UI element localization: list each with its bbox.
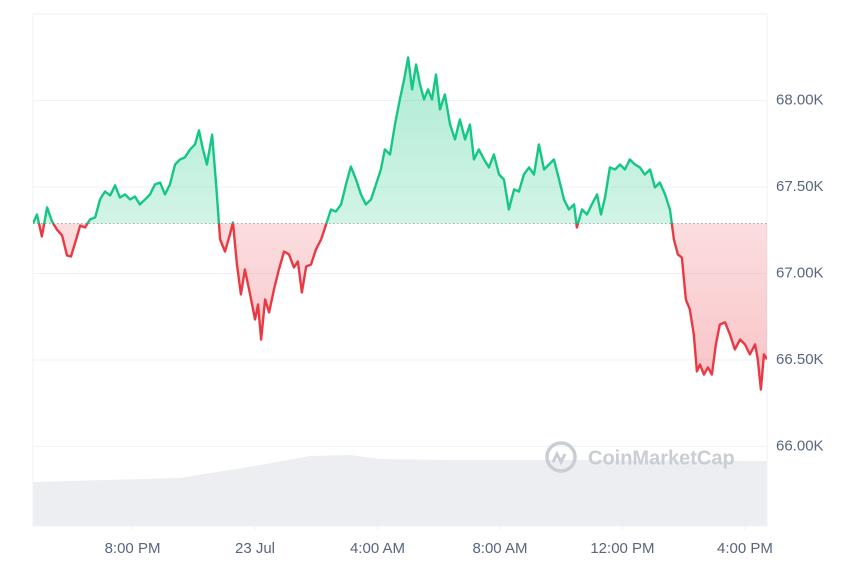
area-down bbox=[38, 223, 767, 390]
watermark-logo bbox=[545, 441, 577, 473]
volume-area bbox=[33, 455, 767, 526]
x-tick-label: 4:00 AM bbox=[350, 540, 405, 557]
x-tick-label: 8:00 PM bbox=[105, 540, 161, 557]
y-tick-label: 67.50K bbox=[776, 178, 824, 195]
watermark-logo bbox=[551, 450, 567, 466]
watermark: CoinMarketCap bbox=[545, 441, 735, 473]
y-tick-label: 68.00K bbox=[776, 91, 824, 108]
y-tick-label: 66.50K bbox=[776, 351, 824, 368]
x-tick-label: 4:00 PM bbox=[717, 540, 773, 557]
price-line-up bbox=[33, 56, 674, 224]
x-tick-label: 23 Jul bbox=[235, 540, 275, 557]
area-up bbox=[33, 57, 767, 224]
y-tick-label: 67.00K bbox=[776, 264, 824, 281]
x-tick-label: 12:00 PM bbox=[590, 540, 654, 557]
y-tick-label: 66.00K bbox=[776, 437, 824, 454]
x-tick-label: 8:00 AM bbox=[472, 540, 527, 557]
watermark-text: CoinMarketCap bbox=[588, 447, 735, 469]
